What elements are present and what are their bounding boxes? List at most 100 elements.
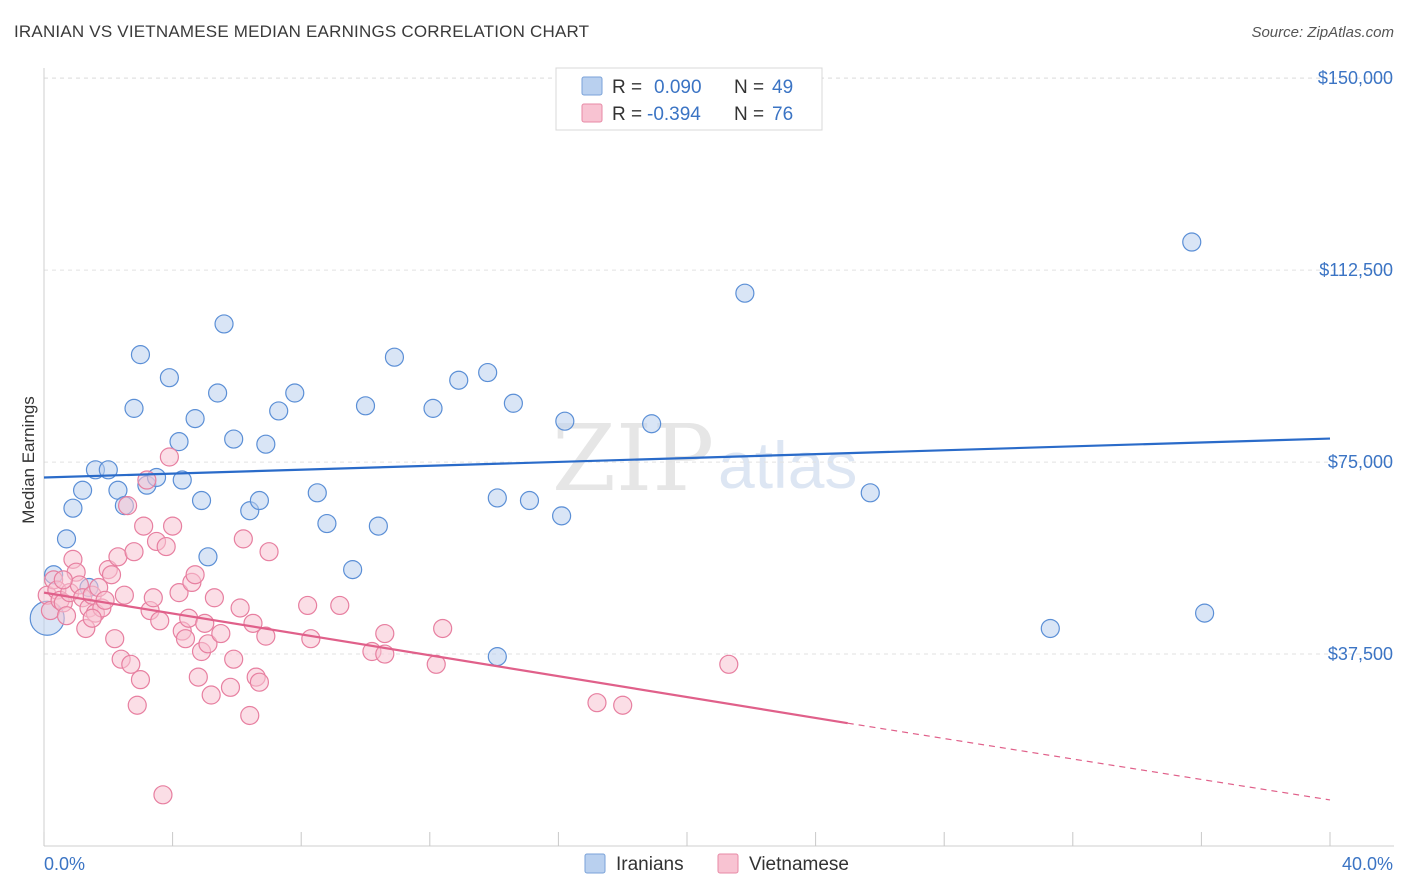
point-vietnamese — [134, 516, 154, 536]
point-iranians — [249, 490, 270, 511]
point-iranians — [487, 488, 507, 508]
bottom-legend-label-vietnamese: Vietnamese — [749, 854, 849, 875]
point-vietnamese — [188, 667, 208, 687]
point-iranians — [355, 396, 376, 416]
trendline-vietnamese-extension — [847, 722, 1331, 801]
y-tick-labels: $37,500 $75,000 $112,500 $150,000 — [1318, 68, 1393, 664]
bottom-legend-label-iranians: Iranians — [616, 854, 684, 875]
point-iranians — [1195, 603, 1215, 623]
y-tick-label: $112,500 — [1319, 260, 1393, 280]
point-iranians — [130, 345, 151, 365]
x-tick-label-max: 40.0% — [1342, 854, 1393, 874]
point-vietnamese — [56, 606, 77, 626]
point-vietnamese — [82, 608, 102, 628]
points-layer — [29, 232, 1215, 805]
point-iranians — [185, 409, 205, 429]
point-vietnamese — [719, 654, 739, 674]
point-vietnamese — [198, 634, 218, 654]
point-vietnamese — [143, 588, 163, 608]
point-vietnamese — [156, 536, 176, 557]
point-iranians — [63, 498, 83, 518]
point-iranians — [478, 362, 498, 383]
point-iranians — [343, 560, 363, 580]
point-iranians — [169, 432, 189, 452]
point-iranians — [449, 370, 469, 390]
point-vietnamese — [159, 447, 179, 467]
point-iranians — [124, 398, 144, 418]
point-iranians — [503, 393, 523, 413]
point-vietnamese — [169, 583, 189, 603]
point-iranians — [224, 429, 244, 449]
point-vietnamese — [121, 654, 141, 674]
y-axis-label: Median Earnings — [19, 396, 38, 524]
grid-layer — [44, 77, 1394, 655]
legend-n-label-vietnamese: N = — [734, 104, 764, 125]
point-vietnamese — [224, 649, 244, 669]
point-vietnamese — [613, 695, 633, 715]
point-vietnamese — [163, 516, 183, 536]
point-vietnamese — [185, 565, 205, 585]
legend-n-value-vietnamese: 76 — [772, 104, 793, 125]
axes-layer — [43, 68, 1394, 847]
point-vietnamese — [204, 588, 224, 608]
point-vietnamese — [130, 670, 151, 690]
point-iranians — [552, 506, 572, 526]
x-tick-marks — [43, 832, 1331, 846]
point-vietnamese — [233, 529, 253, 549]
point-vietnamese — [375, 623, 395, 644]
point-iranians — [214, 314, 234, 334]
point-iranians — [735, 283, 755, 303]
point-vietnamese — [256, 626, 276, 646]
point-vietnamese — [150, 611, 170, 631]
point-vietnamese — [175, 629, 196, 649]
point-vietnamese — [114, 585, 134, 605]
point-iranians — [487, 647, 507, 667]
point-iranians — [555, 411, 575, 431]
legend-r-value-vietnamese: -0.394 — [647, 104, 701, 125]
point-vietnamese — [124, 542, 144, 562]
legend-n-value-iranians: 49 — [772, 77, 793, 98]
point-vietnamese — [153, 785, 173, 805]
chart-title: IRANIAN VS VIETNAMESE MEDIAN EARNINGS CO… — [14, 22, 590, 41]
point-vietnamese — [53, 570, 73, 590]
trend-layer — [43, 437, 1331, 801]
y-tick-label: $150,000 — [1318, 68, 1393, 88]
point-vietnamese — [301, 629, 321, 649]
trendline-vietnamese — [43, 591, 848, 725]
point-iranians — [642, 414, 662, 434]
point-vietnamese — [220, 677, 241, 697]
point-vietnamese — [249, 672, 270, 692]
point-iranians — [56, 529, 77, 549]
point-vietnamese — [105, 629, 125, 649]
point-iranians — [423, 398, 443, 418]
watermark-atlas: atlas — [718, 428, 857, 502]
legend-n-label-iranians: N = — [734, 77, 764, 98]
legend-r-label-vietnamese: R = — [612, 104, 642, 125]
point-iranians — [198, 547, 218, 567]
x-tick-label-min: 0.0% — [44, 854, 85, 874]
point-vietnamese — [587, 693, 607, 713]
point-vietnamese — [433, 618, 453, 639]
bottom-legend-swatch-iranians — [584, 853, 606, 874]
bottom-legend-swatch-vietnamese — [717, 853, 739, 874]
point-vietnamese — [240, 705, 260, 726]
point-iranians — [72, 480, 93, 500]
point-iranians — [285, 383, 305, 403]
point-iranians — [208, 383, 228, 403]
point-iranians — [172, 470, 192, 490]
point-vietnamese — [259, 542, 279, 562]
legend-swatch-iranians — [581, 76, 603, 96]
point-vietnamese — [101, 565, 122, 585]
point-vietnamese — [127, 695, 147, 715]
point-iranians — [159, 368, 179, 388]
point-iranians — [519, 490, 540, 511]
point-vietnamese — [95, 590, 115, 610]
point-vietnamese — [298, 595, 318, 616]
point-iranians — [1182, 232, 1202, 252]
chart-source: Source: ZipAtlas.com — [1251, 24, 1394, 41]
trendline-iranians — [43, 437, 1331, 479]
point-iranians — [191, 490, 212, 511]
point-iranians — [269, 401, 289, 421]
point-iranians — [256, 434, 276, 454]
